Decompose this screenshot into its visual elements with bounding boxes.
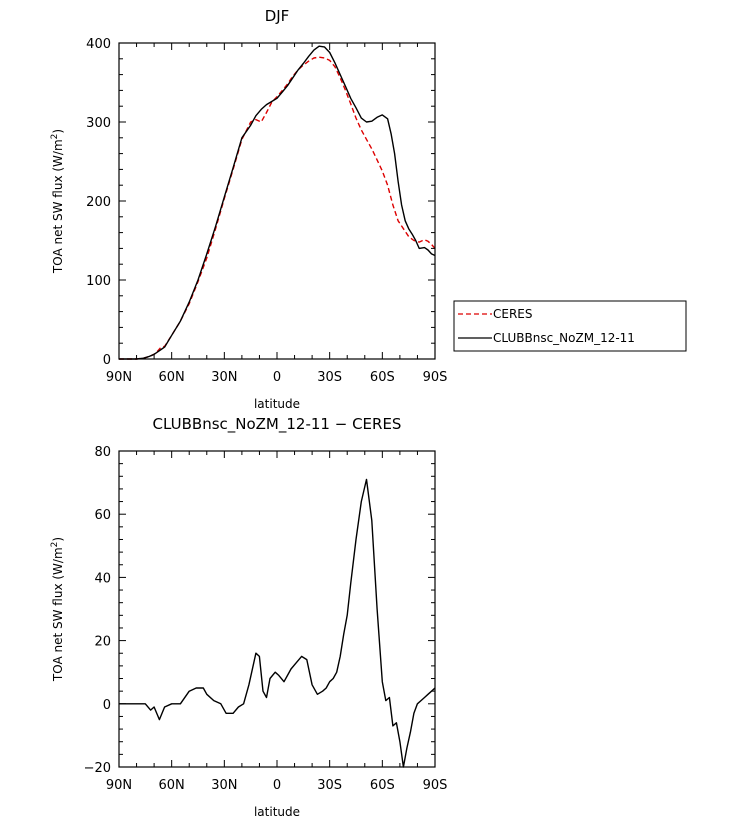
bottom-plot-area: 90N 60N 30N 0 30S 60S 90S −20 0 20 40 60 80 bbox=[84, 445, 448, 793]
bottom-y-tick-label: 20 bbox=[94, 635, 111, 650]
bottom-y-tick-label: 40 bbox=[94, 571, 111, 586]
top-x-tick-label: 30N bbox=[211, 370, 237, 385]
legend-box bbox=[453, 300, 687, 352]
top-series-line-0 bbox=[119, 56, 436, 360]
panel-difference: CLUBBnsc_NoZM_12-11 − CERES 90N 60N 30N 0 30… bbox=[50, 415, 447, 819]
bottom-y-axis-title-main: TOA net SW flux (W/m bbox=[51, 547, 65, 682]
top-x-tick-label: 90N bbox=[106, 370, 132, 385]
top-plot-area: 90N 60N 30N 0 30S 60S 90S 0 100 200 300 400 bbox=[86, 37, 447, 385]
bottom-x-tick-label: 90S bbox=[423, 778, 448, 793]
top-y-axis-title-main: TOA net SW flux (W/m bbox=[51, 139, 65, 274]
legend-label-model: CLUBBnsc_NoZM_12-11 bbox=[493, 331, 635, 345]
bottom-x-tick-label: 90N bbox=[106, 778, 132, 793]
bottom-y-tick-label: 80 bbox=[94, 445, 111, 460]
bottom-y-tick-label: −20 bbox=[84, 761, 111, 776]
top-y-tick-label: 200 bbox=[86, 195, 111, 210]
top-x-tick-label: 30S bbox=[317, 370, 342, 385]
top-y-tick-label: 300 bbox=[86, 116, 111, 131]
bottom-x-tick-label: 0 bbox=[273, 778, 281, 793]
top-panel-title: DJF bbox=[265, 7, 290, 25]
bottom-y-tick-label: 60 bbox=[94, 508, 111, 523]
top-y-axis-title-superscript: 2 bbox=[50, 134, 60, 140]
top-y-axis-title-end: ) bbox=[51, 129, 65, 134]
top-plot-frame bbox=[118, 42, 436, 360]
bottom-y-axis-title-superscript: 2 bbox=[50, 542, 60, 548]
top-x-tick-label: 90S bbox=[423, 370, 448, 385]
top-x-tick-label: 60S bbox=[370, 370, 395, 385]
bottom-y-axis-title-end: ) bbox=[51, 537, 65, 542]
top-series-line-1 bbox=[119, 45, 436, 360]
legend: CERES CLUBBnsc_NoZM_12-11 bbox=[453, 300, 687, 352]
bottom-panel-title: CLUBBnsc_NoZM_12-11 − CERES bbox=[153, 415, 402, 434]
top-y-tick-label: 0 bbox=[103, 353, 111, 368]
top-y-tick-label: 400 bbox=[86, 37, 111, 52]
bottom-y-tick-label: 0 bbox=[103, 698, 111, 713]
top-x-tick-label: 60N bbox=[159, 370, 185, 385]
top-y-axis-title: TOA net SW flux (W/m2) bbox=[50, 129, 65, 274]
bottom-x-tick-label: 30N bbox=[211, 778, 237, 793]
bottom-x-tick-label: 30S bbox=[317, 778, 342, 793]
bottom-plot-frame bbox=[118, 450, 436, 768]
bottom-x-axis-title: latitude bbox=[254, 805, 300, 819]
top-x-tick-label: 0 bbox=[273, 370, 281, 385]
bottom-x-tick-label: 60S bbox=[370, 778, 395, 793]
bottom-series-line-0 bbox=[119, 478, 436, 768]
top-x-axis-title: latitude bbox=[254, 397, 300, 411]
panel-climatology: DJF 90N 60N 30N 0 30S 60S 90S 0 100 200 300 400 lat… bbox=[50, 7, 447, 411]
bottom-x-tick-label: 60N bbox=[159, 778, 185, 793]
bottom-y-axis-title: TOA net SW flux (W/m2) bbox=[50, 537, 65, 682]
top-y-tick-label: 100 bbox=[86, 274, 111, 289]
legend-label-ceres: CERES bbox=[493, 307, 533, 321]
